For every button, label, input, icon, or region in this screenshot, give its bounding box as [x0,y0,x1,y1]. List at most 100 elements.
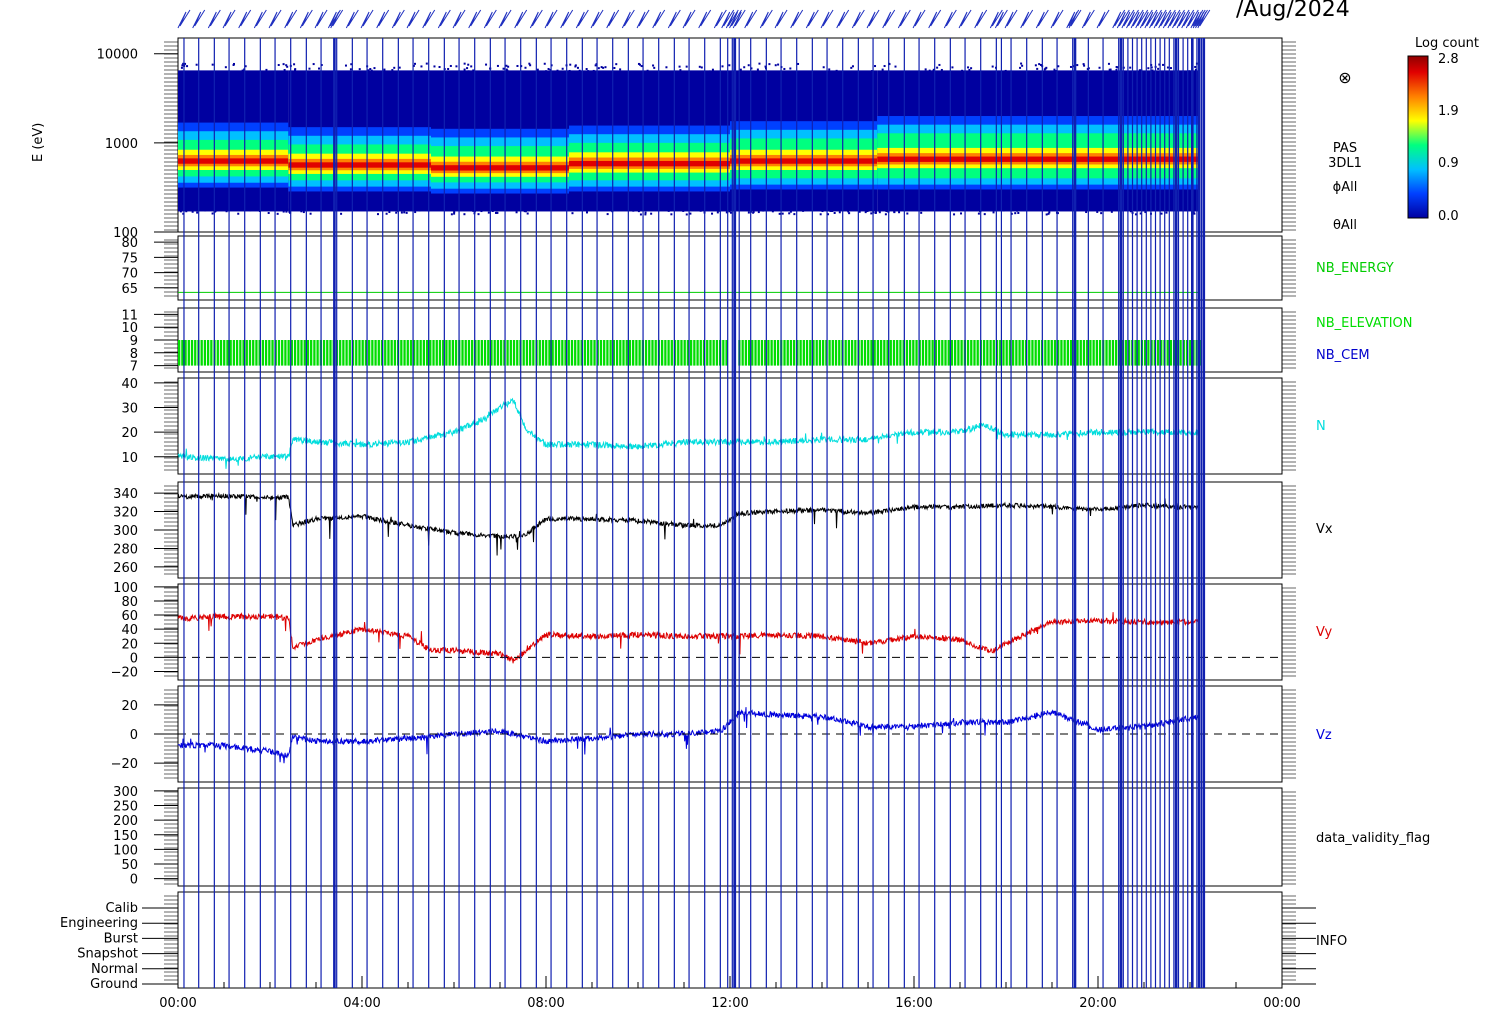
spectrogram-speckle [978,77,981,80]
spectrogram-speckle [924,68,927,71]
spectrogram-speckle [665,66,668,69]
spectrogram-speckle [388,211,391,214]
spectrogram-speckle [506,69,509,72]
spectrogram-speckle [798,77,801,80]
ytick-label: 50 [121,858,138,873]
spectrogram-speckle [1043,68,1046,71]
nb-elevation-bar [973,340,976,366]
spectrogram-speckle [325,209,328,212]
spectrogram-speckle [1129,66,1132,69]
marker-header-glyph [1050,9,1064,29]
nb-elevation-bar [915,340,918,366]
ytick-label: 200 [113,814,138,829]
spectrogram-speckle [393,66,396,69]
spectrogram-speckle [1003,207,1006,210]
spectrogram-speckle [650,205,653,208]
spectrogram-speckle [695,73,698,76]
spectrogram-speckle [320,64,323,67]
nb-elevation-bar [419,340,422,366]
nb-elevation-bar [500,340,503,366]
spectrogram-speckle [211,63,214,66]
spectrogram-speckle [241,69,244,72]
spectrogram-speckle [270,208,273,211]
nb-elevation-bar [921,340,925,366]
spectrogram-speckle [870,202,873,205]
nb-elevation-bar [400,340,403,366]
spectrogram-speckle [1031,206,1034,209]
spectrogram-speckle [649,77,652,80]
spectrogram-speckle [697,208,700,211]
spectrogram-speckle [677,77,680,80]
colorbar-title: Log count [1415,36,1479,51]
spectrogram-speckle [806,70,809,73]
spectrogram-speckle [981,72,984,75]
spectrogram-speckle [643,206,646,209]
spectrogram-speckle [597,67,600,70]
spectrogram-speckle [383,68,386,71]
spectrogram-speckle [464,74,467,77]
info-tick-label: Normal [91,962,138,977]
nb-elevation-bar [1150,340,1153,366]
spectrogram-speckle [940,68,943,71]
spectrogram-speckle [911,77,914,80]
spectrogram-speckle [797,62,800,65]
spectrogram-speckle [495,205,498,208]
spectrogram-speckle [1094,77,1097,80]
spectrogram-speckle [821,210,824,213]
spectrogram-speckle [669,73,672,76]
nb-elevation-bar [786,340,789,366]
spectrogram-speckle [750,67,753,70]
spectrogram-speckle [1181,204,1184,207]
spectrogram-speckle [182,62,185,65]
nb-elevation-bar [268,340,271,366]
spectrogram-speckle [659,78,662,81]
nb-elevation-bar [1118,340,1121,366]
spectrogram-speckle [359,204,362,207]
marker-header-glyph [207,9,221,29]
nb-elevation-bar [235,340,239,366]
nb-elevation-bar [908,340,912,366]
nb-elevation-bar [1124,340,1127,366]
spectrogram-speckle [578,69,581,72]
spectrogram-speckle [279,202,282,205]
marker-header-glyph [1181,9,1195,29]
spectrogram-speckle [1156,202,1159,205]
nb-elevation-bar [364,340,368,366]
spectrogram-speckle [777,63,780,66]
nb-elevation-bar [883,340,886,366]
nb-elevation-bar [522,340,525,366]
nb-elevation-bar [812,340,815,366]
spectrogram-speckle [712,73,715,76]
spectrogram-speckle [1166,202,1169,205]
spectrogram-speckle [1031,79,1034,82]
spectrogram-speckle [730,211,733,214]
nb-elevation-bar [184,340,187,366]
nb-elevation-bar [358,340,361,366]
nb-elevation-bar [879,340,883,366]
spectrogram-speckle [600,75,603,78]
spectrogram-speckle [700,66,703,69]
spectrogram-speckle [391,204,394,207]
nb-elevation-bar [252,340,255,366]
nb-elevation-bar [1053,340,1057,366]
nb-elevation-bar [722,340,725,366]
marker-header-glyph [514,9,528,29]
spectrogram-speckle [459,201,462,204]
spectrogram-speckle [694,203,697,206]
spectrogram-speckle [975,202,978,205]
spectrogram-speckle [190,209,193,212]
spectrogram-speckle [931,203,934,206]
spectrogram-speckle [528,207,531,210]
nb-elevation-bar [474,340,477,366]
nb-elevation-bar [271,340,274,366]
spectrogram-speckle [1082,63,1085,66]
spectrogram-speckle [390,207,393,210]
spectrogram-speckle [747,76,750,79]
spectrogram-speckle [963,202,966,205]
marker-header-glyph [575,9,589,29]
nb-elevation-bar [564,340,567,366]
spectrogram-speckle [283,202,286,205]
marker-header-glyph [652,9,666,29]
spectrogram-speckle [215,209,218,212]
